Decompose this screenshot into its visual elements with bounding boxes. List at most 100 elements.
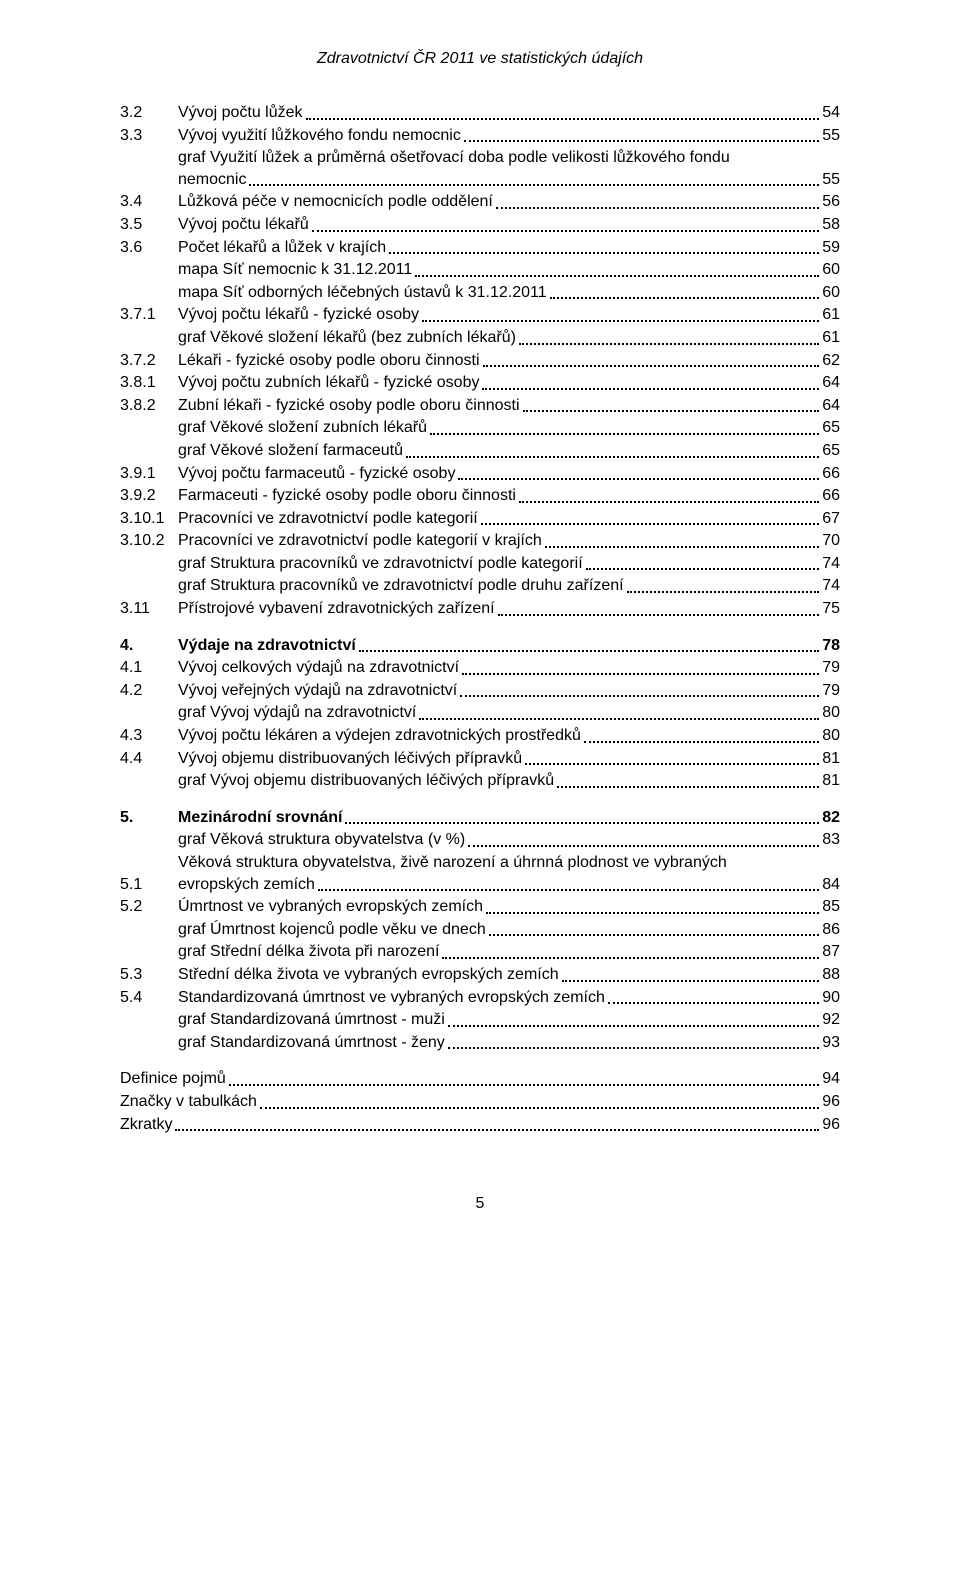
- toc-leader-dots: [442, 946, 819, 959]
- toc-entry-label: Počet lékařů a lůžek v krajích59: [178, 237, 840, 259]
- toc-entry-label: Značky v tabulkách96: [120, 1091, 840, 1113]
- toc-entry: 3.2Vývoj počtu lůžek54: [120, 102, 840, 124]
- toc-entry: graf Věkové složení lékařů (bez zubních …: [120, 327, 840, 349]
- toc-entry: 3.10.2Pracovníci ve zdravotnictví podle …: [120, 530, 840, 552]
- toc-entry-page: 81: [822, 748, 840, 770]
- toc-entry-label: Věková struktura obyvatelstva, živě naro…: [178, 852, 840, 895]
- toc-entry-label: graf Struktura pracovníků ve zdravotnict…: [178, 575, 840, 597]
- toc-entry-page: 75: [822, 598, 840, 620]
- toc-entry-page: 79: [822, 680, 840, 702]
- toc-entry-label: Úmrtnost ve vybraných evropských zemích8…: [178, 896, 840, 918]
- toc-entry-page: 81: [822, 770, 840, 792]
- toc-entry: 4.2Vývoj veřejných výdajů na zdravotnict…: [120, 680, 840, 702]
- toc-entry: graf Standardizovaná úmrtnost - muži92: [120, 1009, 840, 1031]
- toc-leader-dots: [496, 196, 819, 209]
- toc-leader-dots: [483, 354, 820, 367]
- toc-entry-number: 5.3: [120, 964, 178, 986]
- toc-entry-label: graf Vývoj objemu distribuovaných léčivý…: [178, 770, 840, 792]
- toc-entry: graf Vývoj výdajů na zdravotnictví80: [120, 702, 840, 724]
- toc-entry: Definice pojmů94: [120, 1068, 840, 1090]
- toc-entry-label: graf Úmrtnost kojenců podle věku ve dnec…: [178, 919, 840, 941]
- toc-leader-dots: [464, 129, 819, 142]
- table-of-contents: 3.2Vývoj počtu lůžek543.3Vývoj využití l…: [120, 102, 840, 1135]
- toc-entry: Značky v tabulkách96: [120, 1091, 840, 1113]
- toc-entry-number: 3.9.1: [120, 463, 178, 485]
- toc-entry-label: Lékaři - fyzické osoby podle oboru činno…: [178, 350, 840, 372]
- toc-entry-label: Vývoj počtu lékáren a výdejen zdravotnic…: [178, 725, 840, 747]
- toc-leader-dots: [627, 580, 820, 593]
- toc-entry: 5.Mezinárodní srovnání82: [120, 807, 840, 829]
- toc-entry-page: 90: [822, 987, 840, 1009]
- toc-entry-number: 5.1: [120, 874, 178, 896]
- toc-entry-page: 65: [822, 417, 840, 439]
- toc-entry-label: graf Struktura pracovníků ve zdravotnict…: [178, 553, 840, 575]
- toc-entry-page: 80: [822, 725, 840, 747]
- toc-entry: graf Struktura pracovníků ve zdravotnict…: [120, 553, 840, 575]
- toc-entry-page: 96: [822, 1114, 840, 1136]
- toc-entry: graf Věková struktura obyvatelstva (v %)…: [120, 829, 840, 851]
- toc-leader-dots: [608, 991, 819, 1004]
- toc-leader-dots: [229, 1073, 819, 1086]
- toc-entry-label: graf Střední délka života při narození87: [178, 941, 840, 963]
- toc-entry-page: 74: [822, 575, 840, 597]
- toc-entry: 3.8.2Zubní lékaři - fyzické osoby podle …: [120, 395, 840, 417]
- toc-entry-label: Výdaje na zdravotnictví78: [178, 635, 840, 657]
- toc-leader-dots: [462, 662, 819, 675]
- toc-entry-label: Vývoj počtu lékařů58: [178, 214, 840, 236]
- toc-entry-number: 3.5: [120, 214, 178, 236]
- toc-entry-label: graf Věkové složení farmaceutů65: [178, 440, 840, 462]
- toc-entry-label: graf Standardizovaná úmrtnost - muži92: [178, 1009, 840, 1031]
- toc-entry-page: 85: [822, 896, 840, 918]
- toc-entry: graf Věkové složení farmaceutů65: [120, 440, 840, 462]
- toc-entry-page: 65: [822, 440, 840, 462]
- toc-entry-label: Vývoj počtu zubních lékařů - fyzické oso…: [178, 372, 840, 394]
- toc-entry: 3.11Přístrojové vybavení zdravotnických …: [120, 598, 840, 620]
- toc-entry-label: graf Věkové složení lékařů (bez zubních …: [178, 327, 840, 349]
- toc-entry: mapa Síť nemocnic k 31.12.201160: [120, 259, 840, 281]
- toc-entry-number: 3.9.2: [120, 485, 178, 507]
- toc-leader-dots: [249, 174, 819, 187]
- toc-entry-number: 4.4: [120, 748, 178, 770]
- toc-entry-label: Vývoj počtu lékařů - fyzické osoby61: [178, 304, 840, 326]
- toc-entry-label: graf Vývoj výdajů na zdravotnictví80: [178, 702, 840, 724]
- toc-entry-label: Vývoj počtu farmaceutů - fyzické osoby66: [178, 463, 840, 485]
- toc-leader-dots: [448, 1037, 819, 1050]
- toc-entry-page: 92: [822, 1009, 840, 1031]
- toc-entry-number: 3.6: [120, 237, 178, 259]
- toc-entry-label: Střední délka života ve vybraných evrops…: [178, 964, 840, 986]
- toc-entry-page: 54: [822, 102, 840, 124]
- toc-leader-dots: [306, 107, 820, 120]
- toc-entry-page: 61: [822, 304, 840, 326]
- toc-leader-dots: [545, 535, 819, 548]
- toc-leader-dots: [415, 264, 819, 277]
- toc-entry-label: Vývoj počtu lůžek54: [178, 102, 840, 124]
- toc-entry-page: 66: [822, 485, 840, 507]
- toc-leader-dots: [422, 309, 819, 322]
- toc-leader-dots: [430, 422, 819, 435]
- toc-entry: 4.4Vývoj objemu distribuovaných léčivých…: [120, 748, 840, 770]
- toc-entry-page: 96: [822, 1091, 840, 1113]
- toc-entry: graf Úmrtnost kojenců podle věku ve dnec…: [120, 919, 840, 941]
- toc-entry-label: mapa Síť nemocnic k 31.12.201160: [178, 259, 840, 281]
- toc-entry: 3.7.1Vývoj počtu lékařů - fyzické osoby6…: [120, 304, 840, 326]
- toc-entry: graf Vývoj objemu distribuovaných léčivý…: [120, 770, 840, 792]
- toc-entry-page: 80: [822, 702, 840, 724]
- toc-entry-number: 3.7.1: [120, 304, 178, 326]
- toc-leader-dots: [419, 707, 819, 720]
- toc-entry: 3.5Vývoj počtu lékařů58: [120, 214, 840, 236]
- toc-entry-label: Farmaceuti - fyzické osoby podle oboru č…: [178, 485, 840, 507]
- toc-entry-label: graf Využití lůžek a průměrná ošetřovací…: [178, 147, 840, 190]
- toc-leader-dots: [345, 812, 819, 825]
- toc-entry-page: 78: [822, 635, 840, 657]
- toc-entry-number: 4.: [120, 635, 178, 657]
- toc-entry: 4.Výdaje na zdravotnictví78: [120, 635, 840, 657]
- toc-entry: 3.3Vývoj využití lůžkového fondu nemocni…: [120, 125, 840, 147]
- toc-leader-dots: [523, 400, 820, 413]
- toc-leader-dots: [481, 512, 820, 525]
- toc-leader-dots: [584, 730, 819, 743]
- toc-entry-number: 4.1: [120, 657, 178, 679]
- toc-entry-page: 60: [822, 259, 840, 281]
- toc-entry-label: Vývoj využití lůžkového fondu nemocnic55: [178, 125, 840, 147]
- toc-entry-number: 3.11: [120, 598, 178, 620]
- toc-entry: 3.6Počet lékařů a lůžek v krajích59: [120, 237, 840, 259]
